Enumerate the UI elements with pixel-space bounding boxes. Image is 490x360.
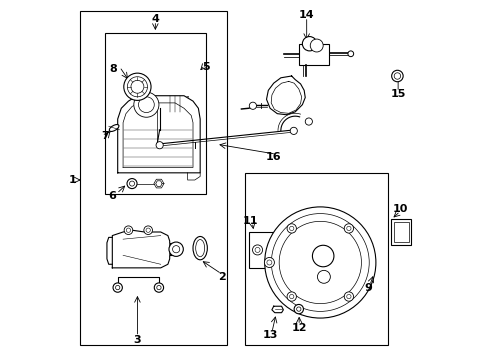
Circle shape bbox=[129, 181, 135, 186]
Text: 14: 14 bbox=[299, 10, 315, 20]
Bar bbox=[245, 173, 389, 345]
Circle shape bbox=[290, 127, 297, 134]
Circle shape bbox=[305, 118, 313, 125]
Circle shape bbox=[265, 257, 274, 267]
Circle shape bbox=[310, 39, 323, 52]
Circle shape bbox=[294, 305, 303, 314]
Bar bbox=[299, 44, 329, 65]
Polygon shape bbox=[107, 237, 112, 264]
Text: 7: 7 bbox=[101, 131, 109, 141]
Polygon shape bbox=[170, 243, 173, 255]
Polygon shape bbox=[272, 306, 283, 313]
Circle shape bbox=[279, 221, 362, 303]
Circle shape bbox=[267, 260, 272, 265]
Bar bbox=[166, 96, 188, 112]
Circle shape bbox=[344, 224, 354, 233]
Ellipse shape bbox=[109, 125, 119, 131]
Circle shape bbox=[249, 102, 256, 109]
Circle shape bbox=[318, 270, 330, 283]
Text: 6: 6 bbox=[108, 191, 116, 201]
Circle shape bbox=[116, 285, 120, 290]
Polygon shape bbox=[267, 76, 305, 115]
Circle shape bbox=[124, 73, 151, 100]
Circle shape bbox=[394, 73, 401, 79]
Circle shape bbox=[344, 292, 354, 301]
Circle shape bbox=[127, 77, 147, 97]
Circle shape bbox=[156, 141, 163, 149]
Circle shape bbox=[172, 246, 180, 253]
Circle shape bbox=[127, 179, 137, 189]
Bar bbox=[249, 232, 280, 268]
Circle shape bbox=[348, 51, 354, 57]
Bar bbox=[394, 222, 409, 242]
Circle shape bbox=[154, 283, 164, 292]
Polygon shape bbox=[112, 230, 170, 268]
Text: 11: 11 bbox=[243, 216, 258, 226]
Text: 9: 9 bbox=[365, 283, 373, 293]
Circle shape bbox=[392, 70, 403, 82]
Text: 5: 5 bbox=[202, 62, 209, 72]
Circle shape bbox=[146, 228, 150, 232]
Circle shape bbox=[113, 283, 122, 292]
Circle shape bbox=[271, 213, 369, 311]
Circle shape bbox=[252, 245, 263, 255]
Circle shape bbox=[347, 294, 351, 299]
Circle shape bbox=[134, 92, 159, 117]
Bar bbox=[105, 33, 205, 194]
Circle shape bbox=[144, 226, 152, 234]
Circle shape bbox=[290, 226, 294, 230]
Circle shape bbox=[139, 97, 154, 113]
Circle shape bbox=[126, 228, 131, 232]
Circle shape bbox=[255, 247, 260, 252]
Text: 16: 16 bbox=[266, 152, 281, 162]
Text: 10: 10 bbox=[392, 204, 408, 214]
Circle shape bbox=[169, 242, 183, 256]
Text: 8: 8 bbox=[109, 64, 117, 74]
Circle shape bbox=[287, 292, 296, 301]
Circle shape bbox=[313, 245, 334, 267]
Text: 12: 12 bbox=[292, 323, 308, 333]
Circle shape bbox=[131, 80, 144, 93]
Circle shape bbox=[290, 294, 294, 299]
Text: 2: 2 bbox=[218, 272, 225, 282]
Bar bbox=[392, 220, 411, 244]
Text: 4: 4 bbox=[151, 14, 159, 24]
Bar bbox=[80, 12, 227, 345]
Circle shape bbox=[157, 285, 161, 290]
Polygon shape bbox=[118, 96, 200, 173]
Circle shape bbox=[347, 226, 351, 230]
Circle shape bbox=[265, 207, 376, 318]
Circle shape bbox=[287, 224, 296, 233]
Circle shape bbox=[296, 307, 301, 311]
Text: 1: 1 bbox=[69, 175, 77, 185]
Circle shape bbox=[124, 226, 133, 234]
Circle shape bbox=[302, 37, 317, 51]
Text: 15: 15 bbox=[391, 89, 406, 99]
Text: 3: 3 bbox=[134, 334, 141, 345]
Text: 13: 13 bbox=[263, 330, 278, 340]
Ellipse shape bbox=[196, 239, 205, 257]
Ellipse shape bbox=[193, 237, 207, 260]
